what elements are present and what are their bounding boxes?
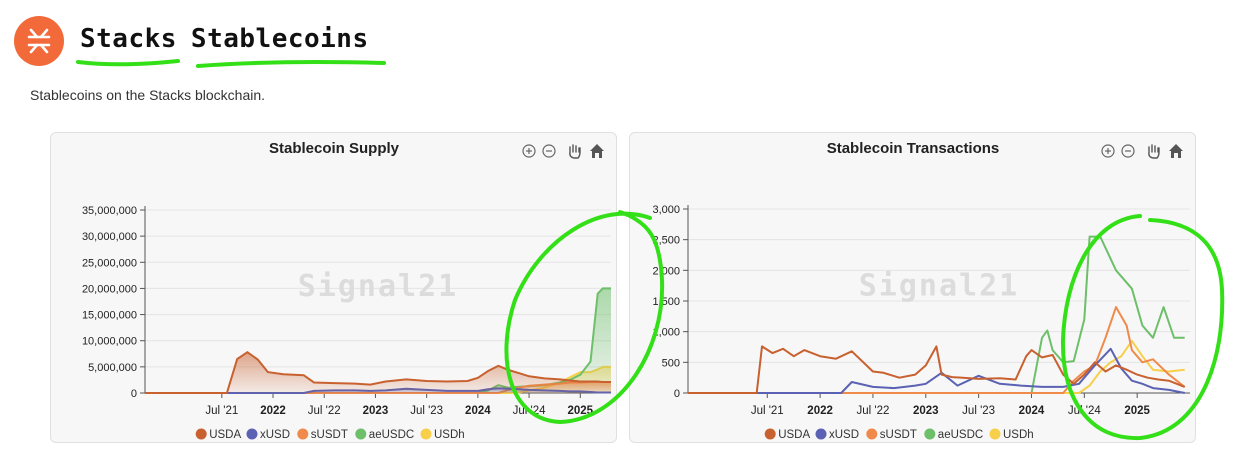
x-tick-label: 2025	[567, 405, 593, 417]
title-word-stablecoins: Stablecoins	[190, 24, 369, 54]
legend-label: sUSDT	[311, 429, 348, 441]
legend-item-usda[interactable]: USDA	[195, 428, 242, 442]
x-tick-label: Jul '23	[410, 405, 443, 417]
home-icon[interactable]	[1169, 144, 1183, 158]
legend-item-usdh[interactable]: USDh	[420, 428, 465, 442]
page-subtitle: Stablecoins on the Stacks blockchain.	[30, 87, 266, 103]
x-tick-label: Jul '23	[962, 405, 995, 417]
underline-stablecoins	[196, 60, 386, 68]
legend-item-usda[interactable]: USDA	[764, 428, 811, 442]
transactions-chart-card: Stablecoin Transactions 0 500 1,000 1,500 2,0…	[629, 132, 1196, 443]
legend-label: USDh	[434, 429, 465, 441]
chart-title: Stablecoin Supply	[269, 140, 400, 157]
y-tick-label: 20,000,000	[82, 283, 137, 295]
x-tick-label: 2022	[807, 405, 833, 417]
series-line-xusd	[688, 347, 1185, 394]
x-tick-label: 2022	[260, 405, 286, 417]
x-tick-label: Jul '24	[513, 405, 546, 417]
chart-toolbar	[522, 144, 604, 159]
legend-swatch	[355, 428, 367, 440]
x-tick-label: Jul '22	[857, 405, 890, 417]
zoom-out-icon[interactable]	[1121, 144, 1135, 158]
y-tick-label: 1,500	[652, 296, 680, 308]
x-tick-label: Jul '21	[205, 405, 238, 417]
legend-item-usdh[interactable]: USDh	[989, 428, 1034, 442]
zoom-out-icon[interactable]	[542, 144, 556, 158]
legend-label: sUSDT	[880, 429, 917, 441]
legend-label: USDA	[778, 429, 810, 441]
legend-label: USDA	[209, 429, 241, 441]
legend-swatch	[246, 428, 258, 440]
series-area-usda	[145, 352, 611, 393]
legend-item-susdt[interactable]: sUSDT	[866, 428, 917, 442]
x-tick-label: 2024	[1019, 405, 1045, 417]
pan-hand-icon[interactable]	[1148, 144, 1160, 159]
zoom-in-icon[interactable]	[1101, 144, 1115, 158]
legend-swatch	[866, 428, 878, 440]
legend-swatch	[420, 428, 432, 440]
legend-item-xusd[interactable]: xUSD	[246, 428, 291, 442]
y-tick-label: 15,000,000	[82, 310, 137, 322]
y-tick-label: 1,000	[652, 327, 680, 339]
legend-item-aeusdc[interactable]: aeUSDC	[924, 428, 983, 442]
chart-toolbar	[1101, 144, 1183, 159]
legend-item-xusd[interactable]: xUSD	[815, 428, 860, 442]
legend-swatch	[297, 428, 309, 440]
legend-swatch	[989, 428, 1001, 440]
y-tick-label: 5,000,000	[88, 362, 137, 374]
title-word-stacks: Stacks	[80, 24, 177, 54]
legend-item-aeusdc[interactable]: aeUSDC	[355, 428, 414, 442]
legend-swatch	[195, 428, 207, 440]
supply-chart-card: Stablecoin Supply 0 5,000,000 10,000,000 15,…	[50, 132, 617, 443]
chart-title: Stablecoin Transactions	[827, 140, 1000, 157]
x-tick-label: Jul '22	[308, 405, 341, 417]
y-tick-label: 35,000,000	[82, 205, 137, 217]
legend-label: aeUSDC	[938, 429, 983, 441]
y-tick-label: 2,000	[652, 265, 680, 277]
underline-stacks	[76, 59, 180, 67]
y-tick-label: 2,500	[652, 235, 680, 247]
y-tick-label: 0	[131, 388, 137, 400]
watermark: Signal21	[298, 269, 459, 304]
x-tick-label: Jul '24	[1068, 405, 1101, 417]
legend-swatch	[924, 428, 936, 440]
legend-item-susdt[interactable]: sUSDT	[297, 428, 348, 442]
page-title: Stacks Stablecoins	[80, 24, 383, 54]
y-tick-label: 10,000,000	[82, 336, 137, 348]
pan-hand-icon[interactable]	[569, 144, 581, 159]
stacks-logo-icon	[14, 16, 64, 66]
legend-label: xUSD	[829, 429, 859, 441]
legend-label: USDh	[1003, 429, 1034, 441]
home-icon[interactable]	[590, 144, 604, 158]
transactions-chart: Stablecoin Transactions 0 500 1,000 1,500 2,0…	[652, 140, 1190, 442]
legend-swatch	[815, 428, 827, 440]
supply-chart: Stablecoin Supply 0 5,000,000 10,000,000 15,…	[82, 140, 611, 442]
x-tick-label: 2023	[913, 405, 939, 417]
watermark: Signal21	[859, 268, 1020, 303]
y-tick-label: 500	[662, 357, 680, 369]
y-tick-label: 0	[674, 388, 680, 400]
legend-swatch	[764, 428, 776, 440]
legend-label: aeUSDC	[369, 429, 414, 441]
x-tick-label: 2025	[1124, 405, 1150, 417]
y-tick-label: 25,000,000	[82, 257, 137, 269]
y-tick-label: 3,000	[652, 204, 680, 216]
y-tick-label: 30,000,000	[82, 231, 137, 243]
series-line-usda	[688, 345, 1186, 394]
x-tick-label: Jul '21	[751, 405, 784, 417]
legend-label: xUSD	[260, 429, 290, 441]
zoom-in-icon[interactable]	[522, 144, 536, 158]
x-tick-label: 2024	[465, 405, 491, 417]
x-tick-label: 2023	[363, 405, 389, 417]
